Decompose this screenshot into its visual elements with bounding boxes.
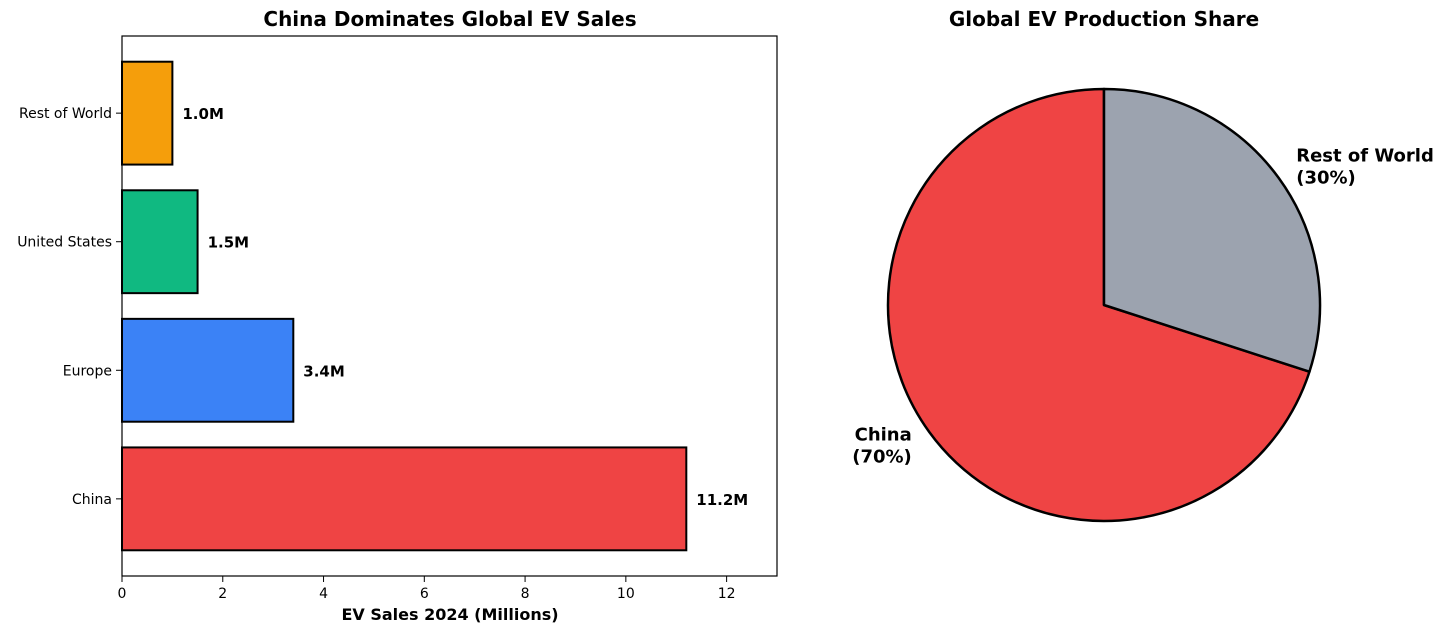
pie-chart: Global EV Production Share China(70%) Res… xyxy=(852,7,1434,523)
y-category-label: China xyxy=(72,492,112,508)
x-tick-label: 8 xyxy=(521,586,530,602)
pie-slice xyxy=(886,87,1311,523)
y-category-label: Europe xyxy=(63,363,112,379)
bar xyxy=(121,446,688,552)
pie-label-percent: (30%) xyxy=(1296,167,1356,188)
x-axis-ticks: 0 2 4 6 8 10 12 xyxy=(118,576,736,602)
pie-chart-title: Global EV Production Share xyxy=(949,7,1259,31)
x-tick-label: 0 xyxy=(118,586,127,602)
x-tick-label: 10 xyxy=(617,586,635,602)
bar xyxy=(121,60,174,166)
bar xyxy=(121,317,295,423)
x-tick-label: 6 xyxy=(420,586,429,602)
pie-label-percent: (70%) xyxy=(852,447,912,468)
bar-chart: China Dominates Global EV Sales 0 2 4 6 8 10 1… xyxy=(17,7,778,624)
x-tick-label: 2 xyxy=(218,586,227,602)
bars: 11.2M 3.4M 1.5M 1.0M xyxy=(121,60,748,552)
bar-chart-title: China Dominates Global EV Sales xyxy=(263,7,636,31)
pie-labels: China(70%) Rest of World(30%) xyxy=(852,145,1434,467)
y-axis-categories: China Europe United States Rest of World xyxy=(17,106,122,508)
pie-label-name: Rest of World xyxy=(1296,145,1434,166)
x-tick-label: 12 xyxy=(718,586,736,602)
bar-value-label: 3.4M xyxy=(303,362,345,380)
bar xyxy=(121,189,199,295)
x-axis-label: EV Sales 2024 (Millions) xyxy=(341,605,558,624)
bar-value-label: 1.0M xyxy=(182,105,224,123)
x-tick-label: 4 xyxy=(319,586,328,602)
pie-slices xyxy=(886,87,1322,523)
bar-value-label: 1.5M xyxy=(208,234,250,252)
pie-label-name: China xyxy=(855,425,912,446)
bar-value-label: 11.2M xyxy=(696,491,748,509)
y-category-label: United States xyxy=(17,235,112,251)
pie-slice xyxy=(1102,87,1322,373)
y-category-label: Rest of World xyxy=(19,106,112,122)
bar-plot-frame xyxy=(121,35,778,577)
